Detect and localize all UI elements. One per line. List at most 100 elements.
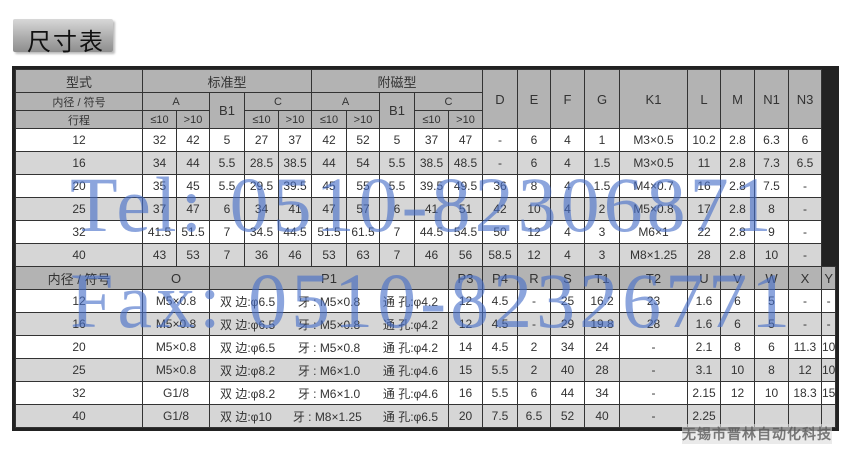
port-O-cell: G1/8 xyxy=(142,404,210,428)
value-cell: 36 xyxy=(482,174,518,198)
header-type: 型式 xyxy=(15,69,143,93)
value-cell: 53 xyxy=(311,243,347,267)
value-cell: 6 xyxy=(720,312,755,336)
value-cell: 47 xyxy=(176,197,210,221)
header-magnetic: 附磁型 xyxy=(311,69,483,93)
value-cell: 11.3 xyxy=(788,335,822,359)
value-cell: 5.5 xyxy=(482,381,518,405)
value-cell: 41 xyxy=(414,197,449,221)
value-cell: 15 xyxy=(820,381,837,405)
value-cell: 2.8 xyxy=(720,243,755,267)
P1-p1b: 牙 : M5×0.8 xyxy=(297,294,361,309)
header-N3: N3 xyxy=(788,69,822,129)
header-le10: ≤10 xyxy=(414,110,449,129)
value-cell: 4 xyxy=(550,197,585,221)
header-T2: T2 xyxy=(619,266,688,290)
value-cell: 58.5 xyxy=(482,243,518,267)
value-cell: - xyxy=(482,128,518,152)
value-cell: 51.5 xyxy=(311,220,347,244)
value-cell: 3.1 xyxy=(687,358,721,382)
value-cell: - xyxy=(788,289,822,313)
header-K1: K1 xyxy=(619,69,688,129)
value-cell: 6 xyxy=(517,128,551,152)
value-cell: 34 xyxy=(244,197,279,221)
header-U: U xyxy=(687,266,721,290)
value-cell: 28 xyxy=(619,312,688,336)
P1-p1a: 双 边:φ8.2 xyxy=(220,363,276,378)
value-cell: 7 xyxy=(209,220,245,244)
P1-p1b: 牙 : M5×0.8 xyxy=(297,317,361,332)
header-stroke: 行程 xyxy=(15,110,143,129)
value-cell: 12 xyxy=(720,381,755,405)
table-row: 25 37 47 6 34 41 47 57 6 41 51 42 10 4 2 M5×0.8 17 2.8 8- xyxy=(15,197,836,221)
value-cell: 25 xyxy=(550,289,585,313)
value-cell: 5 xyxy=(754,289,789,313)
value-cell: 8 xyxy=(517,174,551,198)
header-mag-B1: B1 xyxy=(379,92,415,129)
value-cell: 1.6 xyxy=(687,289,721,313)
header-R: R xyxy=(517,266,551,290)
value-cell: 23 xyxy=(619,289,688,313)
value-cell: 51 xyxy=(448,197,483,221)
section-title-tab: 尺寸表 xyxy=(13,19,113,56)
value-cell: 7 xyxy=(379,243,415,267)
value-cell: - xyxy=(788,243,822,267)
value-cell: M5×0.8 xyxy=(619,197,688,221)
P1-p1b: 牙 : M6×1.0 xyxy=(297,363,361,378)
value-cell: 10 xyxy=(754,243,789,267)
value-cell: 11 xyxy=(687,151,721,175)
value-cell: 12 xyxy=(517,220,551,244)
value-cell: 7.5 xyxy=(754,174,789,198)
value-cell: 44 xyxy=(311,151,347,175)
value-cell: M3×0.5 xyxy=(619,128,688,152)
value-cell: 6 xyxy=(720,289,755,313)
value-cell: 2.8 xyxy=(720,128,755,152)
value-cell: 4 xyxy=(550,128,585,152)
value-cell: 45 xyxy=(311,174,347,198)
header-std-C: C xyxy=(244,92,312,111)
value-cell: - xyxy=(820,289,837,313)
table-row: 32 G1/8 双 边:φ8.2 牙 : M6×1.0 通 孔:φ4.6 16 5.5 6 44… xyxy=(15,381,837,405)
value-cell: 50 xyxy=(482,220,518,244)
port-O-cell: M5×0.8 xyxy=(142,358,210,382)
value-cell: 46 xyxy=(278,243,312,267)
P1-cell: 双 边:φ8.2 牙 : M6×1.0 通 孔:φ4.6 xyxy=(209,381,449,405)
value-cell: 35 xyxy=(142,174,177,198)
dimension-table: 型式 标准型 附磁型 D E F G K1 L M N1 N3 内径 / 符号 … xyxy=(15,69,837,428)
value-cell: 1.5 xyxy=(584,174,620,198)
value-cell: 45 xyxy=(176,174,210,198)
port-O-cell: M5×0.8 xyxy=(142,335,210,359)
value-cell: 37 xyxy=(278,128,312,152)
value-cell: 17 xyxy=(687,197,721,221)
header-gt10: >10 xyxy=(448,110,483,129)
header-le10: ≤10 xyxy=(142,110,177,129)
value-cell: 53 xyxy=(176,243,210,267)
value-cell: 41 xyxy=(278,197,312,221)
watermark-company: 无锡市晋林自动化科技 xyxy=(682,424,832,444)
value-cell: 2.15 xyxy=(687,381,721,405)
value-cell: M3×0.5 xyxy=(619,151,688,175)
value-cell: 42 xyxy=(176,128,210,152)
header-S: S xyxy=(550,266,585,290)
value-cell: 8 xyxy=(720,335,755,359)
table-row: 40 43 53 7 36 46 53 63 7 46 56 58.5 12 4 3 M8×1.25 28 2.8… xyxy=(15,243,836,267)
P1-p1a: 双 边:φ6.5 xyxy=(220,294,276,309)
header-gt10: >10 xyxy=(346,110,380,129)
value-cell: 22 xyxy=(687,220,721,244)
P1-cell: 双 边:φ8.2 牙 : M6×1.0 通 孔:φ4.6 xyxy=(209,358,449,382)
value-cell: 12 xyxy=(517,243,551,267)
value-cell: - xyxy=(788,197,822,221)
P1-cell: 双 边:φ10 牙 : M8×1.25 通 孔:φ6.5 xyxy=(209,404,449,428)
P1-p1a: 双 边:φ6.5 xyxy=(220,317,276,332)
P1-p1a: 双 边:φ8.2 xyxy=(220,386,276,401)
value-cell: 5.5 xyxy=(482,358,518,382)
value-cell: 34.5 xyxy=(244,220,279,244)
value-cell: - xyxy=(619,335,688,359)
header-mag-A: A xyxy=(311,92,380,111)
header-M: M xyxy=(720,69,755,129)
value-cell: 24 xyxy=(584,335,620,359)
table-row: 16 34 44 5.5 28.5 38.5 44 54 5.5 38.5 48.5-6 4 1.5 M3… xyxy=(15,151,836,175)
header-W: W xyxy=(754,266,789,290)
bore-cell: 16 xyxy=(15,151,143,175)
value-cell: 10 xyxy=(517,197,551,221)
